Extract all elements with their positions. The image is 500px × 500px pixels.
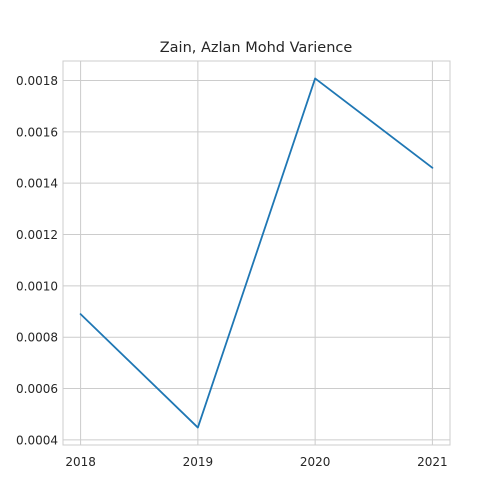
y-tick-label: 0.0006: [16, 382, 58, 396]
y-tick-label: 0.0014: [16, 177, 58, 191]
y-tick-label: 0.0016: [16, 125, 58, 139]
x-tick-label: 2020: [300, 455, 331, 469]
x-tick-label: 2021: [417, 455, 448, 469]
y-tick-label: 0.0008: [16, 331, 58, 345]
plot-frame: [62, 60, 451, 446]
chart-title: Zain, Azlan Mohd Varience: [160, 40, 353, 56]
series-line: [79, 77, 434, 429]
grid: [63, 61, 450, 445]
y-tick-label: 0.0004: [16, 433, 58, 447]
y-axis: 0.0004 0.0006 0.0008 0.0010 0.0012 0.0014 0.00…: [16, 74, 58, 447]
x-tick-label: 2019: [183, 455, 214, 469]
y-tick-label: 0.0018: [16, 74, 58, 88]
x-axis: 2018 2019 2020 2021: [65, 455, 447, 469]
y-tick-label: 0.0012: [16, 228, 58, 242]
y-tick-label: 0.0010: [16, 279, 58, 293]
series-group: [79, 77, 434, 429]
x-tick-label: 2018: [65, 455, 96, 469]
